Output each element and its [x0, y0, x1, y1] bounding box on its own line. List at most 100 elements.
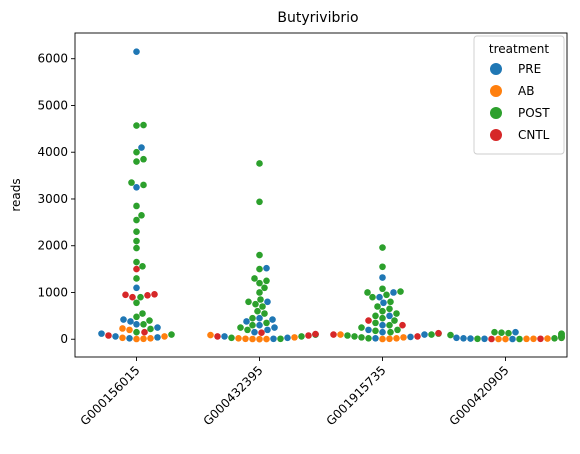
data-point-cntl	[133, 265, 140, 273]
data-point-ab	[291, 334, 298, 341]
data-point-pre	[112, 333, 119, 340]
data-point-post	[551, 334, 558, 342]
data-point-post	[369, 293, 376, 301]
data-point-cntl	[365, 317, 372, 324]
data-point-post	[256, 289, 263, 296]
y-axis: 0 1000 2000 3000 4000 5000 6000	[37, 52, 75, 346]
data-point-post	[147, 325, 154, 333]
legend-marker-cntl	[490, 129, 502, 141]
data-point-post	[263, 319, 270, 327]
data-point-post	[263, 277, 270, 285]
y-axis-label: reads	[9, 178, 23, 211]
data-point-pre	[379, 328, 386, 336]
y-tick-label: 2000	[37, 239, 68, 253]
x-tick-label: G000420905	[447, 363, 512, 428]
data-point-pre	[133, 48, 140, 56]
data-point-cntl	[214, 333, 221, 340]
data-point-post	[249, 314, 256, 322]
data-point-post	[391, 317, 398, 324]
data-point-pre	[256, 321, 263, 329]
data-point-post	[516, 335, 523, 343]
data-point-post	[256, 198, 263, 206]
data-point-post	[140, 121, 147, 129]
data-point-cntl	[414, 333, 421, 340]
data-point-post	[140, 181, 147, 189]
data-point-cntl	[151, 291, 158, 298]
data-point-post	[364, 289, 371, 296]
data-point-post	[133, 258, 140, 266]
data-point-ab	[147, 334, 154, 342]
legend-label-pre: PRE	[518, 62, 541, 76]
data-point-ab	[133, 335, 140, 343]
data-point-post	[372, 312, 379, 320]
data-point-ab	[495, 335, 502, 343]
x-tick-label: G000156015	[78, 363, 143, 428]
data-point-post	[146, 317, 153, 324]
data-point-post	[447, 331, 454, 339]
legend-marker-pre	[490, 63, 502, 75]
data-point-post	[491, 328, 498, 336]
data-point-ab	[379, 335, 386, 343]
y-tick-label: 3000	[37, 192, 68, 206]
legend-marker-ab	[490, 85, 502, 97]
data-point-pre	[379, 274, 386, 281]
data-point-post	[133, 216, 140, 224]
data-point-pre	[263, 264, 270, 272]
data-point-post	[379, 244, 386, 251]
legend-label-ab: AB	[518, 84, 534, 98]
data-point-post	[256, 279, 263, 287]
data-point-post	[140, 320, 147, 328]
data-point-cntl	[144, 291, 151, 299]
data-point-pre	[221, 333, 228, 340]
data-point-post	[139, 310, 146, 317]
data-point-cntl	[105, 332, 112, 339]
data-point-ab	[249, 335, 256, 343]
data-point-post	[558, 330, 565, 337]
data-point-post	[257, 296, 264, 303]
data-point-cntl	[122, 291, 129, 299]
data-point-cntl	[399, 321, 406, 329]
data-point-post	[387, 298, 394, 306]
data-point-post	[474, 335, 481, 343]
data-point-pre	[126, 334, 133, 342]
data-point-post	[133, 148, 140, 156]
data-point-pre	[133, 284, 140, 292]
data-point-ab	[400, 334, 407, 341]
data-point-post	[379, 285, 386, 293]
data-point-post	[168, 331, 175, 338]
legend-label-post: POST	[518, 106, 550, 120]
data-point-post	[393, 310, 400, 317]
data-point-pre	[98, 330, 105, 337]
data-point-ab	[161, 333, 168, 340]
data-point-pre	[256, 314, 263, 322]
data-point-ab	[119, 334, 126, 342]
data-point-ab	[263, 335, 270, 343]
data-point-cntl	[537, 335, 544, 343]
data-point-post	[344, 332, 351, 339]
data-point-post	[372, 319, 379, 327]
data-point-cntl	[305, 332, 312, 339]
data-point-ab	[119, 325, 126, 332]
chart-title: Butyrivibrio	[277, 10, 358, 26]
data-point-ab	[140, 335, 147, 343]
data-point-cntl	[488, 335, 495, 343]
x-tick-label: G000432395	[201, 363, 266, 428]
data-point-post	[133, 244, 140, 252]
data-point-post	[245, 298, 252, 306]
data-point-ab	[242, 335, 249, 343]
data-point-post	[133, 299, 140, 307]
data-point-post	[128, 179, 135, 186]
data-point-post	[137, 293, 144, 301]
data-point-pre	[264, 326, 271, 334]
data-point-post	[133, 158, 140, 165]
data-point-pre	[386, 312, 393, 320]
y-tick-label: 0	[60, 332, 68, 346]
data-point-cntl	[330, 331, 337, 338]
data-point-ab	[337, 331, 344, 338]
data-point-post	[133, 328, 140, 336]
y-tick-label: 1000	[37, 285, 68, 299]
data-point-ab	[502, 335, 509, 343]
data-point-pre	[460, 334, 467, 342]
data-point-post	[374, 303, 381, 310]
